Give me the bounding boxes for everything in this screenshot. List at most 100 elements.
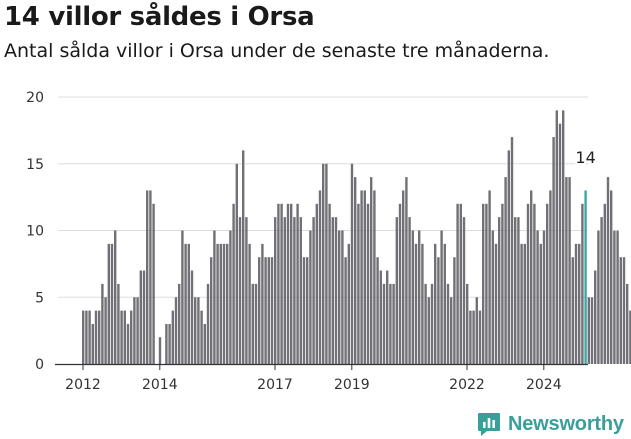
- bar: [520, 243, 523, 364]
- bar: [504, 177, 507, 364]
- bar: [398, 203, 402, 364]
- x-tick-label: 2012: [65, 377, 101, 393]
- bar: [629, 310, 631, 364]
- bar: [203, 323, 206, 364]
- bar: [290, 203, 293, 364]
- bar: [206, 283, 210, 364]
- bar: [552, 137, 555, 364]
- bar: [466, 283, 469, 364]
- bar: [107, 243, 110, 364]
- bar: [459, 203, 462, 364]
- bar: [411, 230, 414, 364]
- bar: [462, 217, 466, 364]
- bar: [606, 177, 610, 364]
- bar: [482, 203, 485, 364]
- bar: [494, 243, 498, 364]
- bar: [622, 257, 626, 364]
- y-tick-label: 20: [26, 90, 44, 106]
- bar: [574, 243, 578, 364]
- bar: [254, 283, 258, 364]
- bar: [424, 283, 427, 364]
- bar: [178, 283, 181, 364]
- bar: [549, 190, 552, 364]
- bar: [306, 257, 309, 364]
- bar: [510, 137, 514, 364]
- y-tick-label: 0: [35, 357, 44, 373]
- bar: [370, 177, 373, 364]
- bar: [101, 283, 104, 364]
- bar: [158, 337, 162, 364]
- x-tick-label: 2024: [526, 377, 562, 393]
- bar: [485, 203, 488, 364]
- bar: [338, 230, 341, 364]
- bar: [274, 217, 277, 364]
- bar: [219, 243, 222, 364]
- bar: [616, 230, 619, 364]
- bar: [238, 217, 242, 364]
- bar: [514, 217, 517, 364]
- bar: [386, 270, 389, 364]
- bar: [315, 203, 318, 364]
- bar: [322, 163, 325, 364]
- bar: [126, 323, 130, 364]
- bar: [181, 230, 184, 364]
- bar: [421, 243, 424, 364]
- bar: [197, 297, 200, 364]
- bar: [261, 243, 264, 364]
- bar: [418, 230, 421, 364]
- bar: [235, 163, 238, 364]
- bar: [171, 310, 174, 364]
- bar: [414, 243, 418, 364]
- bar: [210, 257, 213, 364]
- bar: [120, 310, 123, 364]
- bar: [98, 310, 101, 364]
- bar: [130, 310, 133, 364]
- bar: [168, 323, 171, 364]
- highlight-annotation: 14: [573, 146, 597, 169]
- bar: [165, 323, 168, 364]
- bar: [174, 297, 178, 364]
- bar: [562, 110, 565, 364]
- bar: [539, 243, 542, 364]
- bar: [469, 310, 472, 364]
- bar: [456, 203, 459, 364]
- bar: [405, 177, 408, 364]
- bar: [450, 297, 453, 364]
- bar: [347, 243, 350, 364]
- bar: [437, 257, 440, 364]
- bar: [139, 270, 142, 364]
- bar: [565, 177, 568, 364]
- bar: [213, 230, 216, 364]
- bar: [507, 150, 510, 364]
- bar: [373, 190, 376, 364]
- bar: [578, 243, 581, 364]
- bar: [478, 310, 482, 364]
- y-tick-label: 5: [35, 290, 44, 306]
- bar: [123, 310, 126, 364]
- bar: [149, 190, 152, 364]
- bar: [363, 190, 366, 364]
- bar: [382, 283, 386, 364]
- bar: [581, 203, 584, 364]
- bars: [82, 110, 631, 364]
- bar: [328, 203, 331, 364]
- bar: [379, 270, 382, 364]
- bar: [293, 217, 296, 364]
- bar: [152, 203, 155, 364]
- brand-logo[interactable]: Newsworthy: [476, 410, 624, 438]
- bar: [277, 203, 280, 364]
- bar: [600, 217, 603, 364]
- bar: [190, 270, 194, 364]
- bar: [94, 310, 98, 364]
- chart-title: 14 villor såldes i Orsa: [4, 2, 315, 32]
- bar: [354, 177, 357, 364]
- bar: [357, 203, 360, 364]
- bar: [194, 297, 197, 364]
- bar: [587, 297, 590, 364]
- bar: [555, 110, 558, 364]
- bar: [530, 190, 533, 364]
- bar: [82, 310, 85, 364]
- bar: [341, 230, 344, 364]
- bar: [267, 257, 270, 364]
